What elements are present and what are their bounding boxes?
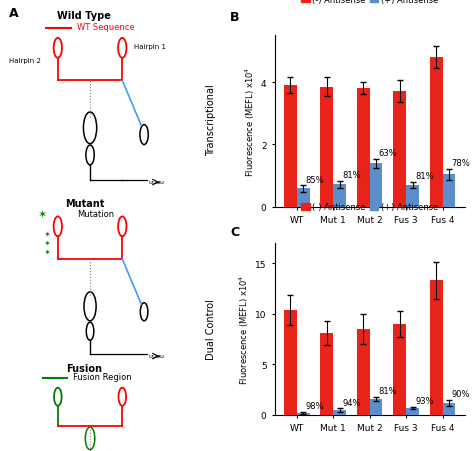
Bar (393, 324, 406, 415)
Bar (333, 410, 346, 415)
Bar (284, 310, 297, 415)
Text: 90%: 90% (452, 389, 470, 398)
Text: Dual Control: Dual Control (206, 299, 216, 359)
Text: uuuu: uuuu (149, 179, 165, 184)
Text: Mutant: Mutant (64, 198, 104, 208)
Legend: (-) Antisense, (+) Antisense: (-) Antisense, (+) Antisense (298, 0, 441, 8)
Text: ✶: ✶ (43, 230, 50, 239)
Bar (333, 185, 346, 207)
Bar (443, 175, 456, 207)
Bar (430, 281, 443, 415)
Bar (443, 403, 456, 415)
Text: ✶: ✶ (43, 239, 50, 248)
Text: 81%: 81% (342, 170, 361, 179)
Bar (430, 58, 443, 207)
Y-axis label: Fluorescence (MEFL) x10$^{4}$: Fluorescence (MEFL) x10$^{4}$ (243, 67, 256, 177)
Y-axis label: Fluorescence (MEFL) x10$^{4}$: Fluorescence (MEFL) x10$^{4}$ (237, 274, 251, 384)
Bar (357, 89, 370, 207)
Text: 81%: 81% (415, 171, 434, 180)
Text: 78%: 78% (452, 158, 470, 167)
Text: Fusion Region: Fusion Region (73, 372, 132, 381)
Text: uuuu: uuuu (149, 353, 165, 358)
Text: 98%: 98% (306, 401, 324, 410)
Text: C: C (230, 226, 239, 239)
Bar (406, 408, 419, 415)
Bar (370, 164, 383, 207)
Bar (320, 87, 333, 207)
Text: 85%: 85% (306, 175, 324, 184)
Text: 81%: 81% (379, 387, 397, 396)
Text: ✶: ✶ (38, 209, 47, 219)
Legend: (-) Antisense, (+) Antisense: (-) Antisense, (+) Antisense (298, 200, 441, 215)
Text: 93%: 93% (415, 396, 434, 405)
Text: Hairpin 1: Hairpin 1 (134, 44, 166, 51)
Bar (297, 413, 310, 415)
Text: 94%: 94% (342, 398, 361, 407)
Bar (320, 333, 333, 415)
Text: ✶: ✶ (43, 248, 50, 257)
Text: WT Sequence: WT Sequence (77, 23, 135, 32)
Text: Mutation: Mutation (77, 210, 114, 219)
Bar (406, 185, 419, 207)
Text: A: A (9, 7, 18, 20)
Text: Wild Type: Wild Type (57, 11, 111, 21)
Text: B: B (230, 11, 239, 24)
Text: Hairpin 2: Hairpin 2 (9, 58, 40, 64)
Bar (357, 329, 370, 415)
Bar (297, 189, 310, 207)
Bar (370, 399, 383, 415)
Bar (393, 92, 406, 207)
Text: 63%: 63% (379, 148, 397, 157)
Text: Fusion: Fusion (66, 363, 102, 373)
Text: Transcriptional: Transcriptional (206, 84, 216, 155)
Bar (284, 86, 297, 207)
